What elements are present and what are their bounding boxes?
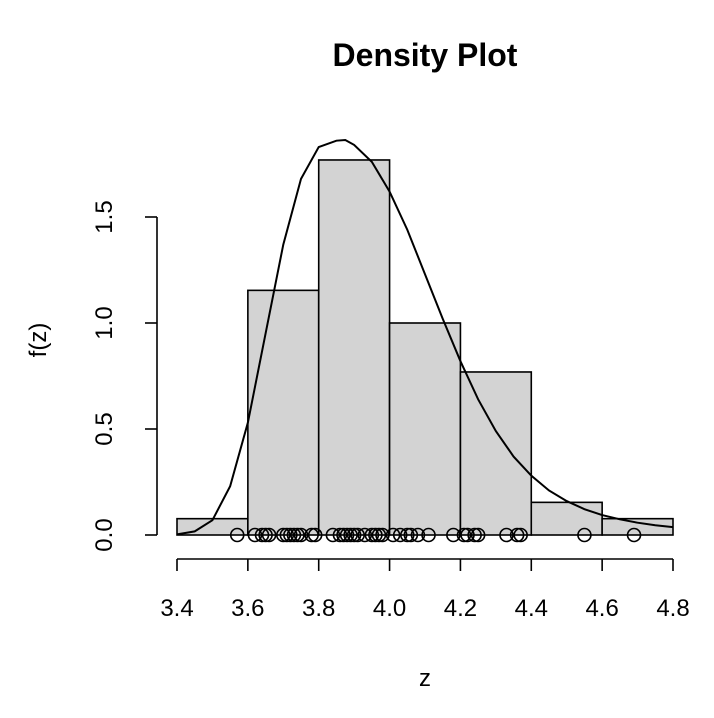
histogram-bar-2 bbox=[317, 159, 391, 536]
y-tick-label-0: 0.0 bbox=[91, 518, 118, 551]
observation-point-7 bbox=[283, 527, 298, 543]
histogram-bar-5 bbox=[530, 501, 603, 536]
y-tick-label-1: 0.5 bbox=[91, 412, 118, 445]
observation-point-37 bbox=[509, 527, 525, 543]
observation-point-36 bbox=[499, 527, 514, 543]
observation-point-20 bbox=[357, 527, 373, 543]
observation-point-5 bbox=[275, 527, 291, 543]
observation-point-24 bbox=[375, 527, 390, 543]
observation-point-3 bbox=[258, 527, 273, 543]
density-curve bbox=[176, 139, 674, 536]
x-tick-label-0: 3.4 bbox=[160, 595, 193, 622]
observation-point-8 bbox=[286, 527, 302, 543]
y-axis-label: f(z) bbox=[25, 323, 52, 358]
observation-point-34 bbox=[467, 527, 482, 543]
observation-point-39 bbox=[577, 527, 592, 543]
x-axis-label: z bbox=[419, 665, 431, 692]
observation-point-15 bbox=[336, 527, 351, 543]
y-tick-label-3: 1.5 bbox=[91, 200, 118, 233]
histogram-bar-4 bbox=[459, 371, 533, 536]
observation-points bbox=[229, 527, 642, 543]
x-tick-label-4: 4.2 bbox=[444, 595, 477, 622]
x-tick-label-6: 4.6 bbox=[585, 595, 618, 622]
observation-point-9 bbox=[290, 527, 305, 543]
y-axis: 0.0 0.5 1.0 1.5 bbox=[91, 200, 158, 552]
observation-point-12 bbox=[307, 527, 323, 543]
x-tick-label-5: 4.4 bbox=[515, 595, 548, 622]
x-tick-label-2: 3.8 bbox=[302, 595, 335, 622]
histogram-bar-1 bbox=[247, 289, 320, 536]
observation-point-0 bbox=[229, 527, 245, 543]
x-axis: 3.4 3.6 3.8 4.0 4.2 4.4 4.6 4.8 bbox=[160, 558, 690, 622]
observation-point-2 bbox=[254, 527, 270, 543]
observation-point-38 bbox=[513, 527, 528, 543]
observation-point-22 bbox=[368, 527, 383, 543]
y-tick-label-2: 1.0 bbox=[91, 306, 118, 339]
observation-point-4 bbox=[261, 527, 277, 543]
observation-point-35 bbox=[470, 527, 486, 543]
chart-title: Density Plot bbox=[333, 37, 518, 73]
observation-point-32 bbox=[456, 527, 472, 543]
observation-point-11 bbox=[304, 527, 319, 543]
observation-point-27 bbox=[399, 527, 415, 543]
observation-point-40 bbox=[626, 527, 642, 543]
observation-point-29 bbox=[410, 527, 426, 543]
observation-point-25 bbox=[385, 527, 401, 543]
histogram-bars bbox=[176, 159, 674, 536]
observation-point-28 bbox=[403, 527, 419, 543]
observation-point-30 bbox=[421, 527, 436, 543]
observation-point-1 bbox=[247, 527, 263, 543]
observation-point-17 bbox=[343, 527, 358, 543]
observation-point-10 bbox=[293, 527, 309, 543]
observation-point-19 bbox=[350, 527, 365, 543]
observation-point-23 bbox=[371, 527, 387, 543]
observation-point-16 bbox=[339, 527, 355, 543]
observation-point-31 bbox=[446, 527, 461, 543]
observation-point-21 bbox=[364, 527, 380, 543]
observation-point-6 bbox=[279, 527, 295, 543]
observation-point-33 bbox=[460, 527, 475, 543]
x-tick-label-3: 4.0 bbox=[373, 595, 406, 622]
observation-point-14 bbox=[332, 527, 348, 543]
histogram-bar-3 bbox=[388, 322, 462, 536]
x-tick-label-7: 4.8 bbox=[656, 595, 689, 622]
observation-point-13 bbox=[325, 527, 341, 543]
x-tick-label-1: 3.6 bbox=[231, 595, 264, 622]
observation-point-26 bbox=[392, 527, 408, 543]
observation-point-18 bbox=[346, 527, 362, 543]
